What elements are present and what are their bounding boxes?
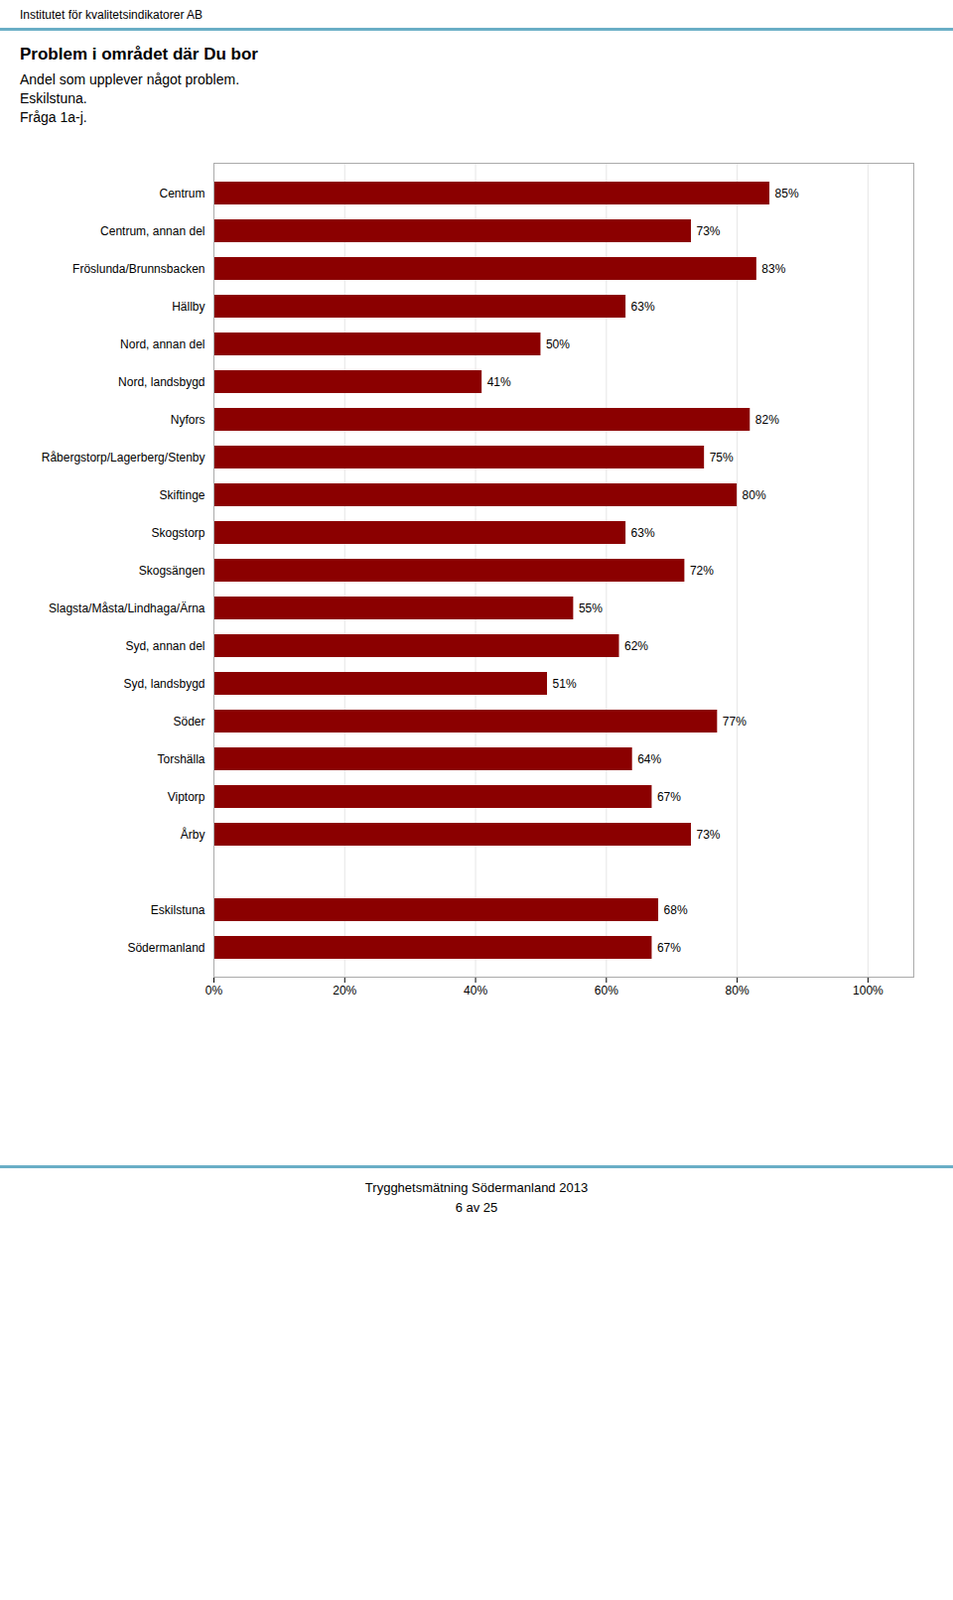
html-text:Trygghetsmätning Södermanland: Trygghetsmätning Södermanland 2013 [365,1180,588,1196]
svg-text:Söder: Söder [172,714,205,729]
svg-text:68%: 68% [664,903,688,918]
svg-text:0%: 0% [205,983,224,998]
svg-text:Nord, annan del: Nord, annan del [120,337,205,352]
html-text:Problem i området där Du bor: Problem i området där Du bor [19,44,259,64]
svg-text:67%: 67% [657,790,681,805]
svg-text:85%: 85% [775,186,800,201]
svg-text:83%: 83% [761,262,786,276]
svg-text:Torshälla: Torshälla [156,752,205,767]
svg-text:55%: 55% [578,601,603,616]
svg-text:67%: 67% [657,941,681,955]
svg-text:Råbergstorp/Lagerberg/Stenby: Råbergstorp/Lagerberg/Stenby [41,450,206,465]
svg-text:40%: 40% [463,983,488,998]
svg-text:Årby: Årby [180,826,206,842]
svg-text:64%: 64% [637,752,662,767]
svg-text:Skogstorp: Skogstorp [150,526,205,541]
svg-text:73%: 73% [695,224,720,239]
svg-text:Eskilstuna: Eskilstuna [150,903,206,918]
html-text:Eskilstuna.: Eskilstuna. [19,90,88,107]
svg-text:Syd, landsbygd: Syd, landsbygd [123,677,205,691]
svg-text:60%: 60% [594,983,619,998]
svg-text:63%: 63% [631,526,656,541]
svg-text:Syd, annan del: Syd, annan del [125,639,205,654]
svg-text:51%: 51% [552,677,577,691]
svg-text:Centrum, annan del: Centrum, annan del [100,224,205,239]
svg-text:Skiftinge: Skiftinge [158,488,205,503]
html-text:Institutet för kvalitetsindika: Institutet för kvalitetsindikatorer AB [19,7,203,22]
svg-text:Hällby: Hällby [171,299,205,314]
svg-text:75%: 75% [709,450,734,465]
svg-text:50%: 50% [545,337,570,352]
svg-text:82%: 82% [755,412,780,427]
svg-text:77%: 77% [722,714,747,729]
svg-text:Fröslunda/Brunnsbacken: Fröslunda/Brunnsbacken [72,262,205,276]
svg-text:62%: 62% [624,639,649,654]
svg-text:20%: 20% [332,983,357,998]
svg-text:Slagsta/Måsta/Lindhaga/Ärna: Slagsta/Måsta/Lindhaga/Ärna [48,601,206,616]
svg-text:73%: 73% [695,827,720,842]
html-text:6 av 25: 6 av 25 [455,1200,498,1216]
svg-text:72%: 72% [689,563,714,578]
svg-text:80%: 80% [742,488,767,503]
svg-text:Viptorp: Viptorp [167,790,206,805]
svg-text:63%: 63% [631,299,656,314]
html-text:Andel som upplever något probl: Andel som upplever något problem. [19,71,240,88]
svg-text:Centrum: Centrum [158,186,205,201]
svg-text:Nord, landsbygd: Nord, landsbygd [118,375,205,390]
svg-text:100%: 100% [852,983,884,998]
svg-text:41%: 41% [487,375,512,390]
svg-text:80%: 80% [725,983,750,998]
svg-text:Skogsängen: Skogsängen [138,563,206,578]
svg-text:Södermanland: Södermanland [127,941,205,955]
html-text:Fråga 1a-j.: Fråga 1a-j. [19,109,88,126]
svg-text:Nyfors: Nyfors [170,412,206,427]
